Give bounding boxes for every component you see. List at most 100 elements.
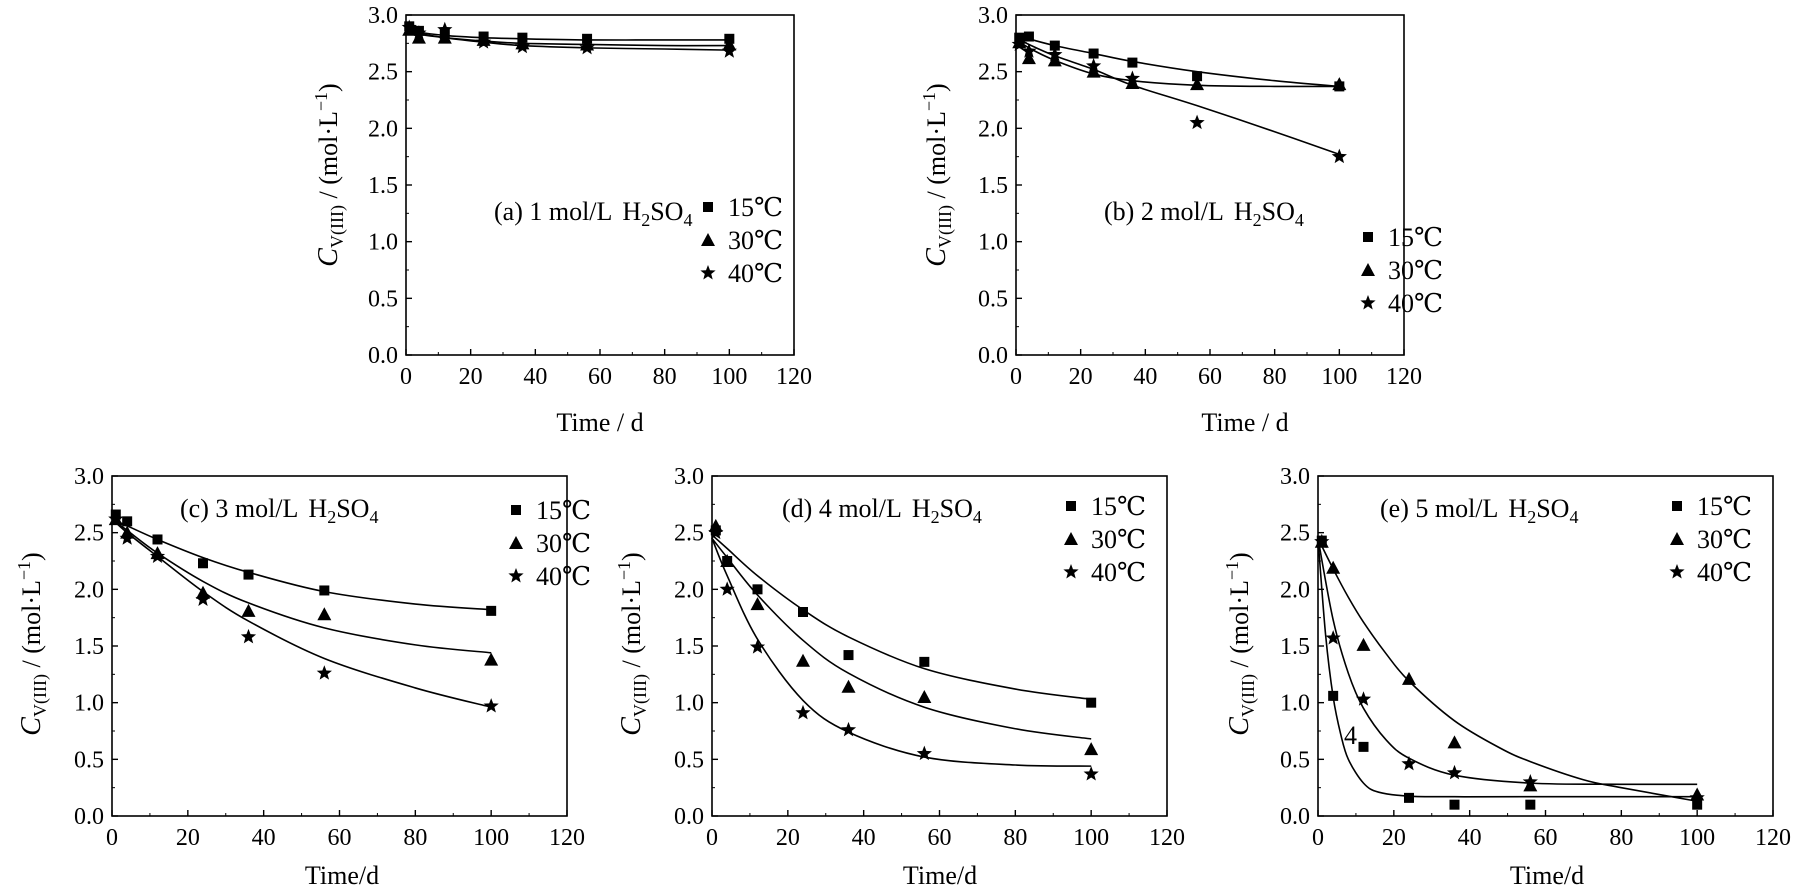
legend-item-b-3: 40℃ [1360, 289, 1443, 318]
data-point-d-1 [798, 607, 808, 617]
data-point-c-1 [122, 516, 133, 527]
y-tick-label-c: 1.0 [74, 691, 104, 717]
data-point-d-2 [796, 653, 810, 667]
y-tick-label-e: 2.5 [1280, 521, 1310, 547]
x-tick-label-c: 80 [403, 825, 427, 851]
x-tick-label-d: 0 [706, 825, 718, 851]
y-tick-label-c: 3.0 [74, 464, 104, 490]
data-point-c-2 [484, 652, 499, 666]
data-point-b-3 [1021, 43, 1037, 58]
data-point-d-3 [795, 704, 811, 720]
plot-frame-c [111, 475, 568, 817]
legend-label-c-1: 15℃ [536, 496, 591, 525]
data-point-e-1 [1525, 799, 1536, 810]
x-tick-label-e: 60 [1534, 825, 1558, 851]
legend-label-a-3: 40℃ [728, 259, 783, 288]
y-tick-label-e: 2.0 [1280, 577, 1310, 603]
legend-item-a-1: 15℃ [703, 193, 783, 222]
data-point-d-1 [752, 584, 763, 595]
data-point-e-1 [1358, 741, 1369, 752]
legend-item-c-3: 40℃ [508, 562, 591, 591]
legend-label-c-3: 40℃ [536, 562, 591, 591]
fit-curve-e-2 [1317, 537, 1698, 803]
legend-label-c-2: 30℃ [536, 529, 591, 558]
data-point-a-3 [579, 39, 595, 55]
x-axis-label-d: Time/d [903, 861, 977, 890]
x-tick-label-c: 120 [549, 825, 585, 851]
data-point-c-1 [152, 534, 163, 545]
y-tick-label-d: 1.5 [674, 634, 704, 660]
y-tick-label-c: 0.0 [74, 804, 104, 830]
data-point-d-2 [841, 679, 856, 693]
y-tick-label-d: 2.0 [674, 577, 704, 603]
data-point-d-2 [750, 597, 765, 611]
y-tick-label-b: 1.0 [978, 230, 1008, 256]
x-tick-label-d: 80 [1003, 825, 1027, 851]
y-tick-label-b: 1.5 [978, 173, 1008, 199]
plot-area-b: 0 20 40 60 80 100 120 0.0 0.5 1.0 1.5 2.0 2.5 3.0 15℃ 3… [978, 3, 1443, 390]
x-tick-label-e: 0 [1312, 825, 1324, 851]
data-point-b-1 [1127, 57, 1138, 68]
x-tick-label-c: 0 [106, 825, 118, 851]
data-point-a-3 [401, 19, 417, 34]
legend-marker-a-3 [700, 265, 716, 280]
legend-item-d-3: 40℃ [1063, 558, 1146, 587]
legend-item-b-1: 15℃ [1363, 223, 1443, 252]
y-tick-label-b: 2.5 [978, 60, 1008, 86]
x-tick-label-e: 20 [1382, 825, 1406, 851]
y-tick-label-e: 0.0 [1280, 804, 1310, 830]
y-tick-label-a: 2.0 [368, 116, 398, 142]
legend-item-c-1: 15℃ [511, 496, 591, 525]
data-point-a-3 [514, 38, 531, 54]
legend-item-d-2: 30℃ [1064, 525, 1146, 554]
y-axis-label-d: CV(III) / (mol·L−1) [614, 552, 651, 735]
data-point-e-1 [1328, 690, 1339, 701]
y-tick-label-b: 0.0 [978, 343, 1008, 369]
data-point-d-3 [719, 581, 735, 596]
y-tick-label-a: 3.0 [368, 3, 398, 29]
annotation-b: (b) 2 mol/L H2SO4 [1104, 197, 1304, 230]
plot-area-c: 0 20 40 60 80 100 120 0.0 0.5 1.0 1.5 2.0 2.5 3.0 15℃ 3… [74, 464, 591, 851]
legend-label-a-1: 15℃ [728, 193, 783, 222]
fit-curve-e-1 [1317, 538, 1698, 798]
data-point-a-3 [721, 43, 737, 58]
data-point-c-1 [319, 585, 330, 596]
data-point-d-1 [843, 650, 854, 661]
legend-marker-b-1 [1363, 232, 1373, 242]
legend-item-b-2: 30℃ [1361, 256, 1443, 285]
legend-label-b-2: 30℃ [1388, 256, 1443, 285]
y-axis-label-a: CV(III) / (mol·L−1) [311, 83, 348, 266]
x-tick-label-c: 20 [176, 825, 200, 851]
legend-marker-a-1 [703, 202, 713, 212]
legend-marker-e-3 [1669, 564, 1685, 579]
data-point-a-2 [411, 30, 426, 44]
x-tick-label-a: 120 [776, 364, 812, 390]
fit-curve-c-3 [111, 518, 492, 708]
data-point-d-2 [720, 554, 735, 567]
y-tick-label-d: 0.0 [674, 804, 704, 830]
data-point-b-2 [1047, 53, 1062, 67]
panel-e: 0 20 40 60 80 100 120 0.0 0.5 1.0 1.5 2.0 2.5 3.0 15℃ 3… [1222, 464, 1791, 890]
data-point-b-2 [1332, 77, 1347, 91]
panel-a: 0 20 40 60 80 100 120 0.0 0.5 1.0 1.5 2.0 2.5 3.0 15℃ 3… [311, 3, 812, 437]
data-point-e-2 [1447, 735, 1462, 749]
data-point-b-1 [1192, 71, 1203, 82]
x-axis-label-e: Time/d [1510, 861, 1584, 890]
data-point-a-3 [437, 21, 453, 37]
y-tick-label-c: 2.5 [74, 521, 104, 547]
y-axis-label-b: CV(III) / (mol·L−1) [919, 83, 956, 266]
legend-label-a-2: 30℃ [728, 226, 783, 255]
data-point-e-2 [1402, 671, 1416, 685]
legend-marker-d-2 [1064, 532, 1078, 545]
x-axis-label-a: Time / d [556, 408, 643, 437]
data-point-c-1 [486, 605, 497, 616]
x-tick-label-c: 40 [252, 825, 276, 851]
x-tick-label-b: 40 [1133, 364, 1157, 390]
y-tick-label-c: 0.5 [74, 747, 104, 773]
legend-item-d-1: 15℃ [1066, 492, 1146, 521]
data-point-c-3 [149, 548, 166, 563]
fit-curve-b-1 [1015, 33, 1340, 88]
data-point-d-3 [708, 524, 724, 540]
x-tick-label-d: 20 [776, 825, 800, 851]
legend-marker-d-1 [1066, 501, 1076, 511]
